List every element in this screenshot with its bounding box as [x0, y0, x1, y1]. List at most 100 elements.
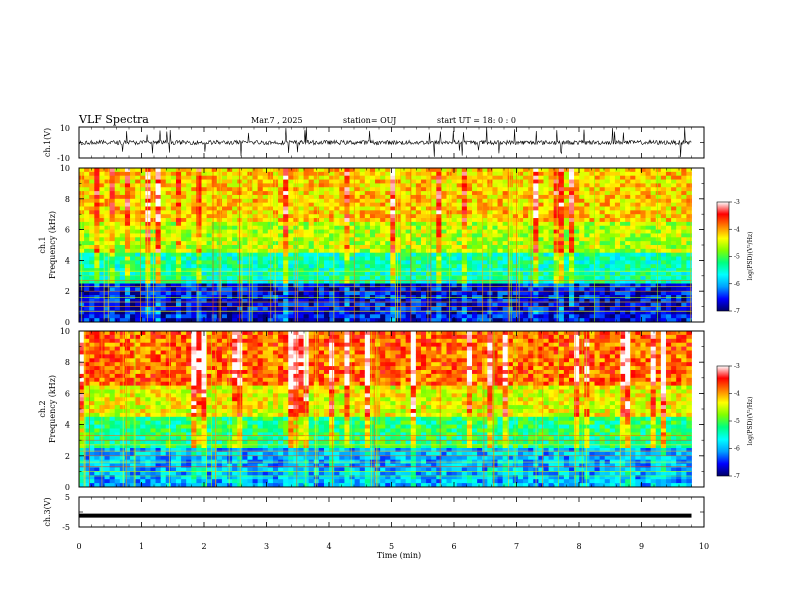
spectrogram-cell: [676, 214, 682, 219]
spectrogram-cell: [354, 179, 361, 184]
spectrogram-cell: [538, 237, 544, 242]
spectrogram-cell: [461, 271, 468, 277]
spectrogram-cell: [84, 354, 90, 359]
spectrogram-cell: [482, 298, 488, 304]
spectrogram-cell: [599, 252, 606, 257]
spectrogram-cell: [563, 229, 570, 234]
spectrogram-cell: [216, 256, 223, 261]
spectrogram-cell: [635, 206, 641, 211]
spectrogram-cell: [507, 206, 514, 211]
spectrogram-cell: [175, 298, 182, 304]
spectrogram-cell: [206, 179, 213, 184]
spectrogram-cell: [451, 237, 458, 242]
spectrogram-cell: [186, 241, 192, 246]
spectrogram-cell: [186, 283, 192, 288]
spectrogram-cell: [79, 479, 85, 484]
spectrogram-cell: [344, 241, 350, 246]
spectrogram-cell: [84, 291, 90, 296]
spectrogram-cell: [94, 275, 100, 281]
spectrogram-cell: [512, 248, 519, 254]
spectrogram-cell: [135, 198, 141, 204]
spectrogram-cell: [436, 271, 442, 277]
spectrogram-cell: [686, 291, 692, 296]
spectrogram-cell: [410, 314, 417, 319]
spectrogram-cell: [211, 237, 218, 242]
spectrogram-cell: [625, 318, 631, 323]
spectrogram-cell: [262, 298, 269, 304]
spectrogram-cell: [227, 283, 233, 288]
spectrogram-cell: [620, 310, 626, 315]
spectrogram-cell: [94, 268, 100, 273]
spectrogram-cell: [94, 271, 100, 277]
spectrogram-cell: [645, 175, 652, 180]
spectrogram-cell: [441, 210, 447, 215]
spectrogram-cell: [145, 302, 151, 307]
spectrogram-cell: [278, 275, 284, 281]
spectrogram-cell: [262, 179, 269, 184]
spectrogram-cell: [216, 283, 223, 288]
spectrogram-cell: [538, 287, 544, 292]
spectrogram-cell: [584, 252, 590, 257]
spectrogram-cell: [390, 210, 396, 215]
spectrogram-cell: [344, 233, 350, 238]
spectrogram-cell: [405, 187, 412, 192]
spectrogram-cell: [400, 221, 407, 227]
spectrogram-cell: [160, 221, 167, 227]
spectrogram-cell: [99, 225, 105, 230]
spectrogram-cell: [303, 268, 310, 273]
spectrogram-cell: [466, 252, 473, 257]
spectrogram-cell: [569, 233, 575, 238]
spectrogram-cell: [517, 218, 524, 223]
spectrogram-cell: [119, 171, 126, 177]
spectrogram-cell: [415, 298, 422, 304]
ch1-spectrogram-image: [79, 168, 692, 323]
spectrogram-cell: [186, 229, 192, 234]
spectrogram-cell: [507, 194, 514, 200]
spectrogram-cell: [175, 179, 182, 184]
spectrogram-cell: [339, 168, 345, 173]
spectrogram-cell: [283, 248, 289, 254]
spectrogram-cell: [660, 271, 667, 277]
spectrogram-cell: [655, 275, 662, 281]
spectrogram-cell: [482, 175, 488, 180]
spectrogram-cell: [308, 310, 315, 315]
spectrogram-cell: [609, 298, 616, 304]
spectrogram-cell: [359, 318, 366, 323]
spectrogram-cell: [288, 275, 294, 281]
spectrogram-cell: [252, 237, 259, 242]
spectrogram-cell: [395, 214, 401, 219]
spectrogram-cell: [369, 221, 376, 227]
spectrogram-cell: [563, 187, 570, 192]
spectrogram-cell: [671, 210, 677, 215]
spectrogram-cell: [461, 310, 468, 315]
spectrogram-cell: [614, 171, 621, 177]
spectrogram-cell: [247, 221, 253, 227]
spectrogram-cell: [533, 260, 539, 265]
spectrogram-cell: [211, 271, 218, 277]
spectrogram-cell: [221, 206, 228, 211]
spectrogram-cell: [431, 283, 437, 288]
spectrogram-cell: [614, 287, 621, 292]
spectrogram-cell: [145, 264, 151, 269]
spectrogram-cell: [84, 268, 90, 273]
spectrogram-cell: [308, 198, 315, 204]
spectrogram-cell: [589, 298, 595, 304]
spectrogram-cell: [369, 314, 376, 319]
spectrogram-cell: [334, 218, 340, 223]
spectrogram-cell: [84, 432, 90, 437]
spectrogram-cell: [344, 310, 350, 315]
spectrogram-cell: [599, 202, 606, 207]
spectrogram-cell: [329, 175, 335, 180]
spectrogram-cell: [84, 175, 90, 180]
spectrogram-cell: [324, 241, 330, 246]
spectrogram-cell: [181, 168, 187, 173]
spectrogram-cell: [247, 264, 253, 269]
spectrogram-cell: [364, 233, 371, 238]
colorbar-tick-label: -4: [734, 226, 740, 233]
spectrogram-cell: [594, 314, 601, 319]
spectrogram-cell: [650, 287, 657, 292]
spectrogram-cell: [466, 237, 473, 242]
spectrogram-cell: [252, 264, 259, 269]
spectrogram-cell: [181, 283, 187, 288]
